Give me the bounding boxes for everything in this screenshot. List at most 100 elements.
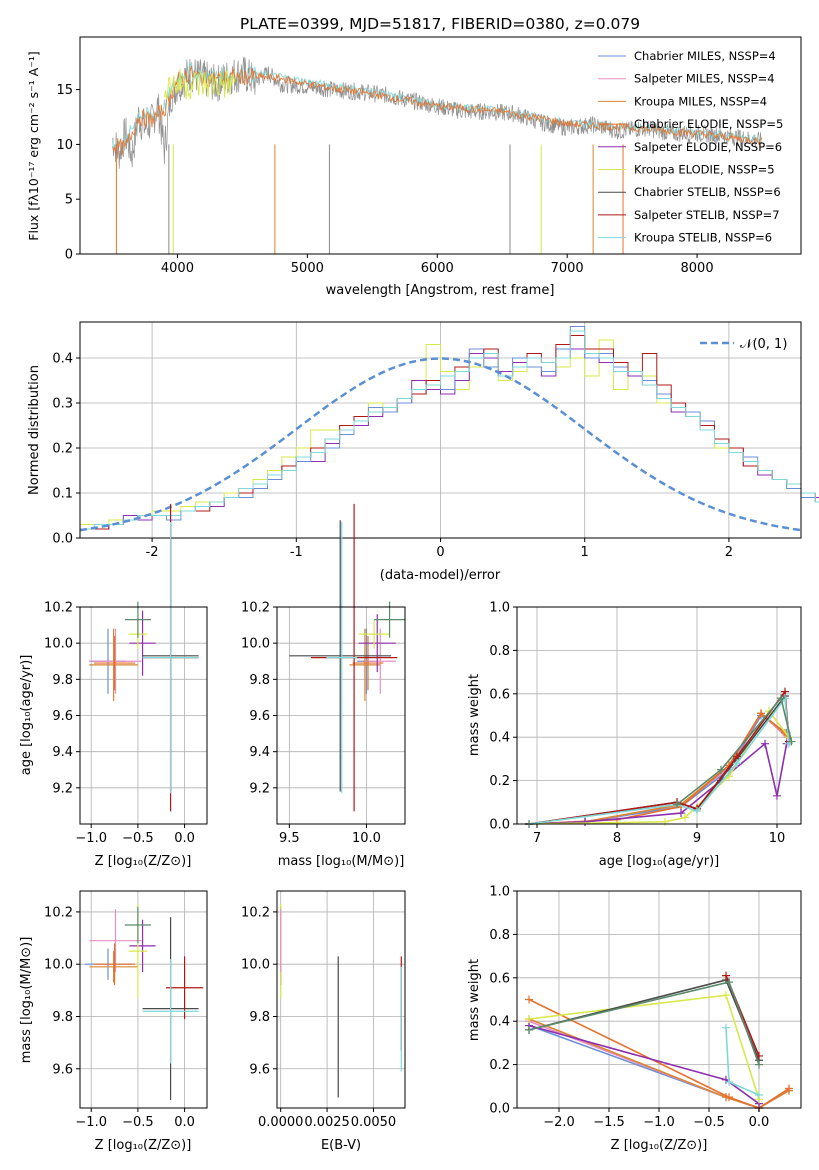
y-tick-label: 9.8 bbox=[249, 1010, 270, 1025]
y-tick-label: 0.4 bbox=[489, 1015, 510, 1030]
y-tick-label: 0.4 bbox=[489, 731, 510, 746]
x-tick-label: −1.0 bbox=[75, 831, 107, 846]
weight-marker bbox=[773, 791, 781, 800]
weight-marker bbox=[525, 1025, 533, 1034]
residuals-ticks: -2 -1 0 1 2 0.0 0.1 0.2 0.3 0.4 bbox=[52, 352, 733, 561]
weight-line bbox=[528, 981, 760, 1065]
legend-label: Salpeter ELODIE, NSSP=6 bbox=[634, 140, 782, 154]
weight-marker bbox=[525, 1015, 533, 1024]
y-tick-label: 1.0 bbox=[489, 601, 510, 616]
weight-line bbox=[676, 696, 793, 806]
y-tick-label: 10.2 bbox=[44, 601, 73, 616]
x-tick-label: 0.0025 bbox=[304, 1115, 350, 1130]
weight-marker bbox=[777, 694, 785, 703]
y-tick-label: 9.6 bbox=[52, 1062, 73, 1077]
x-tick-label: −1.5 bbox=[593, 1115, 625, 1130]
y-tick-label: 10.0 bbox=[241, 958, 270, 973]
weight-line bbox=[528, 689, 790, 825]
weight-marker bbox=[581, 817, 589, 826]
age-vs-z-ylabel: age [log₁₀(age/yr)] bbox=[19, 655, 34, 776]
x-tick-label: 0 bbox=[436, 545, 444, 560]
legend-normal-label: 𝒩(0, 1) bbox=[740, 337, 787, 352]
y-tick-label: 9.6 bbox=[249, 709, 270, 724]
figure-title: PLATE=0399, MJD=51817, FIBERID=0380, z=0… bbox=[240, 15, 640, 33]
x-tick-label: 5000 bbox=[291, 261, 324, 276]
weight-marker bbox=[693, 806, 701, 815]
y-tick-label: 0.6 bbox=[489, 971, 510, 986]
spectrum-panel: 4000 5000 6000 7000 8000 0 5 10 15 wavelength [A… bbox=[26, 36, 802, 298]
weight-marker bbox=[722, 971, 730, 980]
weight-marker bbox=[661, 817, 669, 826]
x-tick-label: 10.0 bbox=[352, 831, 381, 846]
x-tick-label: 7000 bbox=[551, 261, 584, 276]
legend-label: Salpeter MILES, NSSP=4 bbox=[634, 72, 775, 86]
x-tick-label: 7 bbox=[533, 831, 541, 846]
y-tick-label: 9.8 bbox=[249, 673, 270, 688]
weight-marker bbox=[787, 737, 796, 746]
legend-label: Chabrier MILES, NSSP=4 bbox=[634, 49, 776, 63]
weight-vs-age-panel: 7 8 9 10 0.0 0.2 0.4 0.6 0.8 1.0 age [log₁₀(age/y… bbox=[467, 601, 802, 869]
age-vs-mass-xlabel: mass [log₁₀(M/M⊙)] bbox=[278, 854, 405, 869]
weight-marker bbox=[785, 1084, 793, 1093]
normal-curve bbox=[79, 357, 802, 532]
residuals-panel: -2 -1 0 1 2 0.0 0.1 0.2 0.3 0.4 (data-model)/erro… bbox=[27, 321, 819, 583]
weight-marker bbox=[722, 1023, 730, 1032]
y-tick-label: 0.1 bbox=[52, 487, 73, 502]
y-tick-label: 10.2 bbox=[241, 905, 270, 920]
y-tick-label: 0.4 bbox=[52, 352, 73, 367]
y-tick-label: 9.4 bbox=[249, 745, 270, 760]
residuals-plot-area bbox=[79, 322, 819, 539]
y-tick-label: 0.2 bbox=[52, 442, 73, 457]
residuals-legend: 𝒩(0, 1) bbox=[700, 337, 787, 352]
weight-marker bbox=[761, 739, 769, 748]
x-tick-label: −2.0 bbox=[543, 1115, 575, 1130]
x-tick-label: 9 bbox=[693, 831, 701, 846]
y-tick-label: 9.2 bbox=[52, 781, 73, 796]
x-tick-label: 10 bbox=[769, 831, 786, 846]
weight-marker bbox=[677, 809, 685, 818]
weight-marker bbox=[525, 995, 533, 1004]
y-tick-label: 0.8 bbox=[489, 644, 510, 659]
spectrum-line-accent bbox=[163, 68, 236, 100]
spectrum-legend: Chabrier MILES, NSSP=4 Salpeter MILES, NS… bbox=[598, 49, 783, 245]
y-tick-label: 0.2 bbox=[489, 774, 510, 789]
weight-vs-age-ylabel: mass weight bbox=[467, 674, 482, 756]
x-tick-label: 8 bbox=[613, 831, 621, 846]
x-tick-label: 2 bbox=[725, 545, 733, 560]
x-tick-label: 0.0 bbox=[174, 831, 195, 846]
y-tick-label: 9.6 bbox=[249, 1062, 270, 1077]
x-tick-label: −0.5 bbox=[122, 831, 154, 846]
y-tick-label: 10.0 bbox=[44, 958, 73, 973]
weight-marker bbox=[733, 759, 741, 768]
mass-vs-z-xlabel: Z [log₁₀(Z/Z⊙)] bbox=[95, 1138, 192, 1153]
y-tick-label: 10.2 bbox=[44, 905, 73, 920]
x-tick-label: -2 bbox=[146, 545, 159, 560]
y-tick-label: 0.8 bbox=[489, 928, 510, 943]
weight-marker bbox=[755, 1090, 763, 1099]
weight-line bbox=[528, 695, 790, 825]
legend-label: Kroupa ELODIE, NSSP=5 bbox=[634, 163, 775, 177]
weight-marker bbox=[725, 1093, 733, 1102]
y-tick-label: 5 bbox=[65, 193, 73, 208]
weight-line bbox=[528, 994, 760, 1100]
y-tick-label: 9.8 bbox=[52, 1010, 73, 1025]
x-tick-label: −0.5 bbox=[122, 1115, 154, 1130]
legend-label: Chabrier ELODIE, NSSP=5 bbox=[634, 117, 783, 131]
weight-vs-z-panel: −2.0 −1.5 −1.0 −0.5 0.0 0.0 0.2 0.4 0.6 0.8 1.0 Z … bbox=[467, 885, 802, 1153]
residual-histogram bbox=[80, 330, 819, 530]
age-vs-mass-panel: 9.5 10.0 9.2 9.4 9.6 9.8 10.0 10.2 mass [log₁₀(… bbox=[241, 503, 406, 869]
y-tick-label: 0.3 bbox=[52, 397, 73, 412]
age-vs-z-xlabel: Z [log₁₀(Z/Z⊙)] bbox=[95, 854, 192, 869]
y-tick-label: 0.6 bbox=[489, 687, 510, 702]
x-tick-label: −1.0 bbox=[643, 1115, 675, 1130]
mass-vs-z-ylabel: mass [log₁₀(M/M⊙)] bbox=[19, 937, 34, 1064]
x-tick-label: 0.0 bbox=[749, 1115, 770, 1130]
weight-marker bbox=[717, 765, 725, 774]
residual-histogram bbox=[80, 339, 819, 525]
weight-line bbox=[528, 979, 760, 1061]
y-tick-label: 9.8 bbox=[52, 673, 73, 688]
x-tick-label: 1 bbox=[581, 545, 589, 560]
legend-label: Kroupa MILES, NSSP=4 bbox=[634, 94, 767, 108]
x-tick-label: 0.0000 bbox=[258, 1115, 304, 1130]
